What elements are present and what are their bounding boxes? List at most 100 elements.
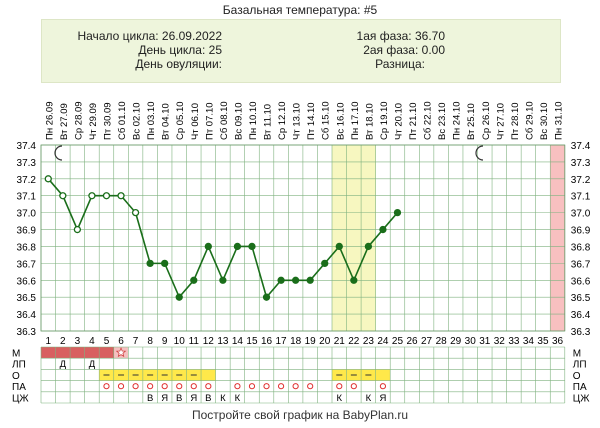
x-day-label: Сб 08.10 <box>219 101 230 140</box>
chart-title: Базальная температура: #5 <box>222 3 378 17</box>
x-day-label: Сб 15.10 <box>321 101 332 140</box>
x-tick-label: 1 <box>45 336 51 347</box>
x-day-label: Вс 16.10 <box>335 103 346 141</box>
x-day-label: Ср 12.10 <box>277 101 288 140</box>
ovulation-day: День овуляции: <box>135 57 222 71</box>
pa-circle <box>379 383 387 390</box>
pa-circle <box>132 383 139 390</box>
y-tick-label-left: 36.4 <box>17 310 37 321</box>
temperature-point <box>102 192 111 200</box>
temperature-point <box>161 259 169 268</box>
x-day-label: Вт 18.10 <box>364 103 375 140</box>
pa-circle <box>350 383 357 390</box>
pa-circle <box>248 383 256 390</box>
lp-mark: Д <box>89 359 96 370</box>
row-label: О <box>12 371 20 382</box>
footer-link[interactable]: Постройте свой график на BabyPlan.ru <box>191 408 409 422</box>
row-label: М <box>12 349 20 360</box>
x-day-label: Ср 19.10 <box>379 101 390 140</box>
x-day-label: Пн 26.09 <box>44 102 55 141</box>
x-tick-label: 18 <box>290 336 302 347</box>
y-tick-label-left: 36.9 <box>17 226 37 237</box>
czh-mark: Я <box>161 393 168 404</box>
x-day-label: Пн 31.10 <box>554 102 565 141</box>
y-tick-label-right: 37.1 <box>571 192 591 203</box>
y-tick-label-right: 37.2 <box>571 175 591 186</box>
x-tick-label: 19 <box>305 336 317 347</box>
czh-mark: К <box>235 393 241 404</box>
x-day-label: Пт 30.09 <box>102 102 113 140</box>
y-tick-label-right: 36.8 <box>571 242 591 253</box>
temperature-point <box>117 192 125 200</box>
x-day-label: Чт 06.10 <box>190 103 201 140</box>
x-tick-label: 17 <box>276 336 288 347</box>
star-icon <box>115 347 127 358</box>
y-tick-label-left: 37.1 <box>17 192 37 203</box>
plot-frame <box>40 144 566 332</box>
crescent-moon-icon <box>54 145 63 161</box>
czh-mark: В <box>176 393 182 404</box>
temperature-point <box>219 276 227 284</box>
x-tick-label: 3 <box>75 336 81 347</box>
x-day-label: Вт 25.10 <box>466 103 477 140</box>
row-label-right: ЛП <box>573 360 587 371</box>
temperature-point <box>131 208 140 217</box>
x-day-label: Вс 09.10 <box>233 103 244 140</box>
y-tick-label-right: 36.5 <box>571 293 591 304</box>
x-tick-label: 31 <box>479 336 491 347</box>
x-tick-label: 9 <box>162 336 168 347</box>
pa-circle <box>234 383 241 390</box>
temperature-point <box>44 175 52 183</box>
pa-circle <box>190 383 197 390</box>
cycle-end-marker <box>550 145 565 331</box>
temperature-point <box>364 242 373 251</box>
temperature-point <box>146 259 154 268</box>
temperature-point <box>350 276 358 284</box>
x-tick-label: 6 <box>118 336 124 347</box>
czh-mark: К <box>366 393 372 404</box>
x-tick-label: 4 <box>89 336 95 347</box>
temperature-point <box>379 225 387 234</box>
row-label-right: ЦЖ <box>573 393 590 404</box>
x-day-label: Вс 30.10 <box>539 103 550 141</box>
cycle-day: День цикла: 25 <box>138 43 222 57</box>
pa-circle <box>117 383 125 390</box>
row-label: ЦЖ <box>12 393 29 404</box>
temperature-point <box>291 276 300 284</box>
x-tick-label: 8 <box>147 336 153 347</box>
pa-circle <box>307 383 314 390</box>
x-tick-label: 28 <box>436 336 448 347</box>
pa-circle <box>277 383 285 390</box>
o-row-cell <box>375 369 391 381</box>
y-tick-label-right: 36.7 <box>571 259 591 270</box>
y-tick-label-right: 36.9 <box>571 226 591 237</box>
x-day-label: Чт 29.09 <box>88 103 99 140</box>
temperature-point <box>59 192 67 200</box>
highlight-band <box>332 145 376 331</box>
x-tick-label: 33 <box>508 336 520 347</box>
crescent-moon-icon <box>475 145 484 161</box>
czh-mark: Я <box>190 393 197 404</box>
x-day-label: Сб 29.10 <box>524 101 535 140</box>
x-tick-label: 21 <box>334 336 346 347</box>
period-bar <box>41 347 114 359</box>
cycle-start: Начало цикла: 26.09.2022 <box>77 29 222 43</box>
pa-circle <box>336 383 343 390</box>
czh-mark: В <box>147 393 153 404</box>
y-tick-label-right: 37.0 <box>571 209 591 220</box>
pa-circle <box>205 383 212 390</box>
x-day-label: Пт 14.10 <box>306 102 317 140</box>
x-tick-label: 7 <box>133 336 139 347</box>
y-tick-label-right: 37.4 <box>571 141 591 152</box>
y-tick-label-left: 37.2 <box>17 175 37 186</box>
row-label-right: ПА <box>573 382 587 393</box>
y-tick-label-right: 37.3 <box>571 158 591 169</box>
x-tick-label: 25 <box>392 336 404 347</box>
x-day-label: Ср 05.10 <box>175 101 186 140</box>
temperature-point <box>73 225 82 234</box>
temperature-point <box>321 259 329 268</box>
x-tick-label: 23 <box>363 336 375 347</box>
x-tick-label: 14 <box>232 336 244 347</box>
pa-circle <box>263 383 270 390</box>
